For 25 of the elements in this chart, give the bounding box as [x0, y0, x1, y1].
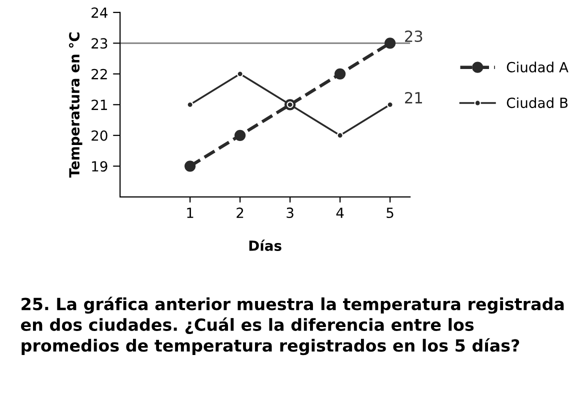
- y-tick-label: 22: [92, 68, 107, 80]
- y-tick-label: 20: [92, 130, 108, 141]
- y-tick-label: 24: [92, 7, 108, 18]
- legend-label: Ciudad A: [506, 62, 568, 72]
- legend-label: Ciudad B: [506, 97, 568, 108]
- y-tick-label: 21: [92, 100, 107, 110]
- point: [186, 101, 194, 108]
- x-axis-title: Días: [249, 240, 282, 251]
- point: [336, 132, 344, 139]
- y-axis-title: Temperatura en °C: [68, 32, 82, 178]
- x-tick-label: 1: [187, 208, 194, 218]
- y-tick-label: 19: [92, 161, 108, 172]
- text: 25. La gráfica anterior muestra la temperatura registrada en dos ciudades. ¿Cuál es la diferencia entre los promedios de temperatura registrados en los 5 días?: [21, 296, 564, 356]
- point: [334, 68, 346, 80]
- x-tick-label: 3: [286, 208, 294, 218]
- point: [184, 160, 196, 172]
- annotation: 21: [405, 92, 422, 104]
- point: [384, 38, 396, 49]
- x-tick-label: 4: [336, 208, 344, 218]
- y-tick-label: 23: [92, 38, 108, 49]
- point: [236, 70, 244, 78]
- x-tick-label: 2: [236, 208, 244, 218]
- annotation: 23: [405, 30, 422, 42]
- point: [234, 130, 246, 141]
- x-tick-label: 5: [386, 208, 394, 218]
